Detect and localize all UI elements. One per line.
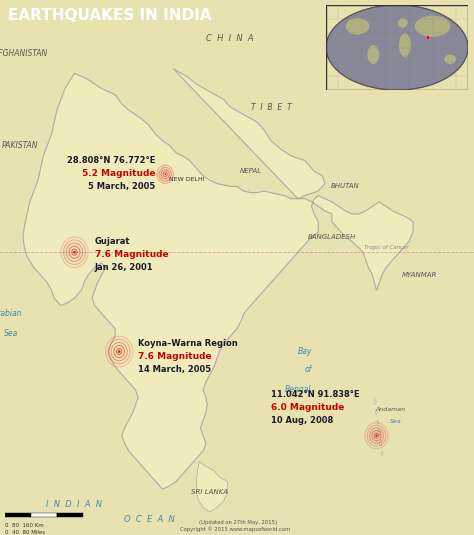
Bar (57, 513, 83, 517)
Text: 28.808°N 76.772°E: 28.808°N 76.772°E (67, 156, 156, 165)
Ellipse shape (399, 33, 411, 57)
Text: 7.6 Magnitude: 7.6 Magnitude (95, 250, 168, 259)
Ellipse shape (376, 411, 377, 415)
Text: T  I  B  E  T: T I B E T (251, 103, 291, 111)
Polygon shape (196, 462, 228, 512)
Text: 7.6 Magnitude: 7.6 Magnitude (138, 353, 212, 361)
Ellipse shape (378, 430, 380, 435)
Ellipse shape (377, 420, 379, 424)
Text: 10 Aug, 2008: 10 Aug, 2008 (271, 416, 333, 425)
Text: (Updated on 27th May, 2015): (Updated on 27th May, 2015) (199, 521, 277, 525)
Bar (427, 36, 429, 39)
Ellipse shape (346, 18, 369, 35)
Text: BANGLADESH: BANGLADESH (308, 234, 356, 240)
Text: Sea: Sea (4, 328, 18, 338)
Text: SRI LANKA: SRI LANKA (191, 489, 228, 495)
Text: 11.042°N 91.838°E: 11.042°N 91.838°E (271, 390, 359, 399)
Text: 0  80  160 Km: 0 80 160 Km (5, 523, 44, 528)
Text: 0  40  80 Miles: 0 40 80 Miles (5, 530, 45, 534)
Bar (31, 513, 57, 517)
Text: of: of (305, 365, 312, 374)
Circle shape (375, 434, 378, 437)
Text: 6.0 Magnitude: 6.0 Magnitude (271, 403, 344, 412)
Ellipse shape (398, 18, 408, 28)
Text: Tropic of Cancer: Tropic of Cancer (364, 245, 408, 250)
Text: 5.2 Magnitude: 5.2 Magnitude (82, 169, 156, 178)
Ellipse shape (326, 5, 468, 90)
Ellipse shape (381, 452, 383, 456)
Text: MYANMAR: MYANMAR (402, 272, 438, 278)
Text: I  N  D  I  A  N: I N D I A N (46, 500, 102, 509)
Text: EARTHQUAKES IN INDIA: EARTHQUAKES IN INDIA (8, 7, 211, 22)
Text: 14 March, 2005: 14 March, 2005 (138, 365, 211, 374)
Text: Koyna–Warna Region: Koyna–Warna Region (138, 339, 238, 348)
Text: Bengal: Bengal (285, 385, 311, 394)
Ellipse shape (367, 45, 379, 64)
Text: O  C  E  A  N: O C E A N (124, 515, 174, 524)
Text: Bay: Bay (298, 347, 312, 356)
Text: C  H  I  N  A: C H I N A (206, 34, 254, 43)
Text: Jan 26, 2001: Jan 26, 2001 (95, 263, 154, 272)
Text: Gujarat: Gujarat (95, 237, 130, 246)
Text: PAKISTAN: PAKISTAN (2, 141, 38, 150)
Text: Arabian: Arabian (0, 309, 21, 318)
Ellipse shape (379, 441, 382, 446)
Text: AFGHANISTAN: AFGHANISTAN (0, 49, 47, 58)
Text: NEW DELHI: NEW DELHI (169, 177, 205, 182)
Text: Copyright © 2015 www.mapsofworld.com: Copyright © 2015 www.mapsofworld.com (180, 526, 291, 532)
Circle shape (73, 251, 76, 254)
Text: BHUTAN: BHUTAN (331, 184, 360, 189)
Circle shape (118, 350, 120, 353)
Text: Sea: Sea (390, 419, 401, 424)
Ellipse shape (444, 55, 456, 64)
Ellipse shape (415, 16, 450, 37)
Polygon shape (23, 69, 413, 489)
Text: 5 March, 2005: 5 March, 2005 (89, 182, 156, 191)
Text: NEPAL: NEPAL (239, 168, 262, 174)
Circle shape (164, 173, 166, 175)
Bar (5, 513, 31, 517)
Ellipse shape (374, 400, 376, 404)
Text: Andaman: Andaman (375, 407, 405, 412)
